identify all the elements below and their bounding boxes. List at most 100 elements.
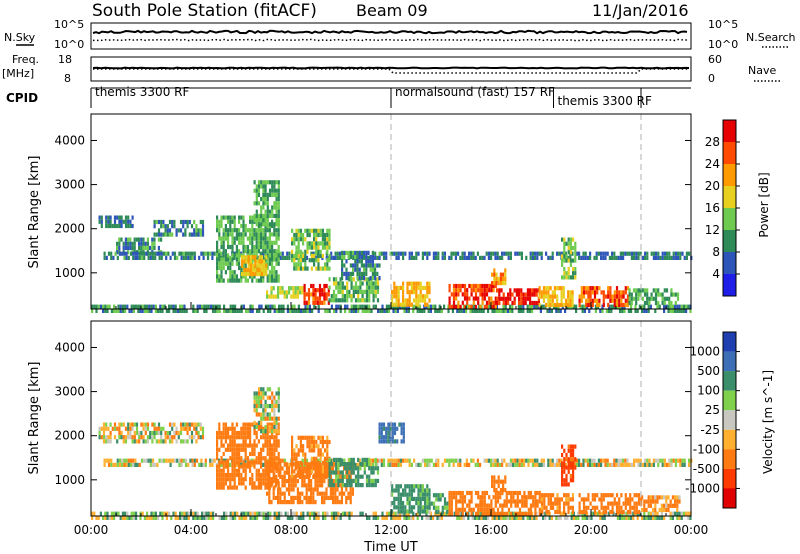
power-cell	[188, 232, 191, 237]
velocity-cell	[338, 474, 341, 479]
power-cell	[406, 285, 409, 290]
power-cell	[255, 213, 258, 218]
velocity-cell	[268, 487, 271, 492]
power-cell	[323, 283, 326, 289]
velocity-cell	[317, 460, 320, 466]
power-cell	[656, 304, 659, 309]
power-cell	[295, 232, 298, 238]
velocity-cell	[268, 439, 271, 444]
power-cell	[99, 304, 102, 309]
velocity-cell	[155, 430, 158, 436]
velocity-cell	[257, 468, 260, 473]
velocity-cell	[334, 491, 337, 496]
velocity-cell	[222, 426, 225, 431]
power-cell	[602, 294, 605, 299]
velocity-cell	[346, 462, 349, 467]
velocity-cell	[621, 515, 624, 520]
power-cell	[336, 255, 339, 260]
velocity-cell	[344, 511, 347, 516]
velocity-cell	[178, 458, 181, 463]
velocity-cell	[357, 457, 360, 462]
velocity-cell	[113, 426, 117, 431]
power-cell	[372, 289, 375, 294]
power-cell	[360, 259, 363, 264]
power-cell	[538, 251, 541, 256]
velocity-cell	[157, 426, 161, 431]
power-cell	[366, 304, 369, 309]
power-cell	[352, 294, 355, 299]
velocity-cell	[462, 515, 465, 520]
velocity-region	[541, 493, 574, 515]
power-cell	[264, 222, 267, 227]
power-cell	[304, 308, 307, 313]
power-cell	[150, 304, 153, 309]
power-cell	[381, 304, 384, 309]
velocity-cell	[162, 426, 165, 431]
power-cell	[374, 304, 377, 309]
power-cell	[242, 223, 245, 229]
power-cell	[182, 251, 185, 256]
power-cell	[341, 259, 344, 264]
power-cell	[257, 232, 260, 237]
velocity-cell	[272, 462, 275, 467]
velocity-cell	[450, 507, 453, 512]
velocity-cell	[240, 481, 243, 486]
power-cell	[516, 251, 519, 256]
velocity-cell	[231, 472, 234, 478]
velocity-cell	[268, 462, 271, 467]
velocity-cell	[326, 456, 329, 461]
velocity-cell	[567, 501, 570, 506]
date-label: 11/Jan/2016	[592, 1, 689, 20]
velocity-cell	[255, 430, 258, 436]
power-cell	[652, 255, 655, 260]
velocity-cell	[667, 495, 670, 500]
power-cell	[312, 296, 315, 301]
velocity-cell	[470, 490, 473, 496]
noise-tick-right-top: 10^5	[708, 18, 738, 31]
velocity-cell	[299, 460, 302, 466]
power-cell	[567, 250, 570, 255]
power-cell	[314, 296, 317, 301]
velocity-cell	[378, 439, 381, 444]
velocity-cell	[572, 465, 575, 470]
velocity-cell	[227, 460, 230, 465]
velocity-cell	[380, 435, 383, 440]
velocity-cell	[273, 456, 276, 461]
power-cell	[341, 250, 344, 255]
velocity-cell	[190, 430, 194, 436]
power-cell	[330, 298, 333, 303]
power-cell	[613, 294, 616, 299]
power-cell	[100, 219, 103, 224]
velocity-cell	[512, 499, 515, 504]
power-cell	[326, 232, 329, 238]
velocity-cell	[313, 515, 316, 520]
velocity-cell	[466, 511, 469, 517]
velocity-cell	[332, 487, 335, 492]
power-cell	[201, 228, 205, 233]
power-cell	[118, 237, 121, 242]
power-cell	[602, 255, 605, 260]
velocity-cell	[326, 465, 329, 470]
power-cell	[571, 302, 574, 308]
velocity-cell	[660, 503, 663, 508]
power-cell	[317, 304, 320, 309]
power-cell	[468, 283, 471, 289]
velocity-cell	[391, 422, 394, 427]
power-cell	[129, 237, 132, 242]
velocity-cell	[109, 430, 112, 436]
power-cell	[648, 300, 651, 306]
power-cell	[326, 308, 329, 313]
velocity-cell	[536, 503, 539, 508]
power-cell	[222, 249, 225, 254]
power-cell	[426, 285, 429, 290]
velocity-cell	[255, 399, 258, 404]
power-cell	[164, 224, 167, 229]
velocity-cell	[218, 430, 221, 436]
velocity-cell	[378, 426, 381, 431]
power-cell	[286, 304, 289, 309]
power-cell	[302, 253, 305, 259]
freq-panel-frame	[90, 56, 692, 82]
power-cell	[587, 294, 590, 299]
velocity-cell	[667, 503, 670, 508]
